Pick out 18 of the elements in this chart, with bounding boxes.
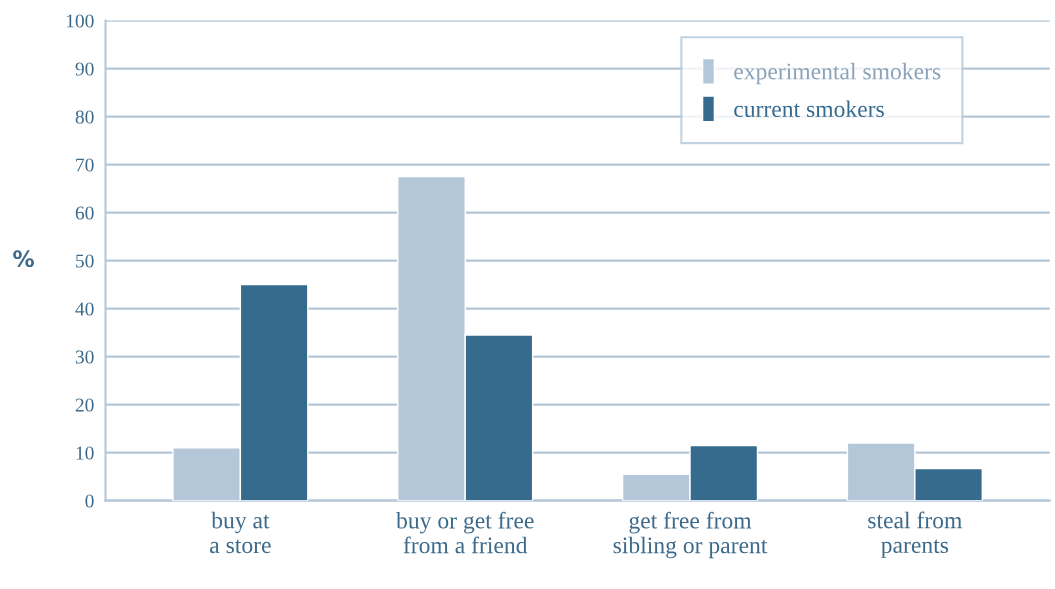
y-tick-label: 80 [75, 110, 94, 124]
y-tick-label: 50 [76, 254, 94, 268]
x-tick-label: buy or get free from a friend [396, 511, 534, 554]
y-tick-label: 70 [76, 158, 94, 172]
y-tick-label: 60 [75, 206, 94, 220]
y-tick-label: 20 [75, 398, 94, 412]
legend-label: current smokers [734, 100, 884, 118]
y-tick-label: 90 [75, 62, 94, 76]
y-axis-title: % [13, 250, 34, 268]
y-tick-label: 30 [75, 350, 94, 364]
x-tick-label: steal from parents [868, 511, 962, 558]
legend-label: experimental smokers [734, 62, 941, 85]
x-tick-label: buy at a store [210, 511, 271, 554]
y-tick-label: 40 [75, 302, 94, 316]
x-tick-label: get free from sibling or parent [613, 511, 768, 559]
y-tick-label: 100 [66, 14, 94, 28]
y-tick-label: 0 [85, 494, 94, 508]
y-tick-label: 10 [76, 446, 94, 460]
